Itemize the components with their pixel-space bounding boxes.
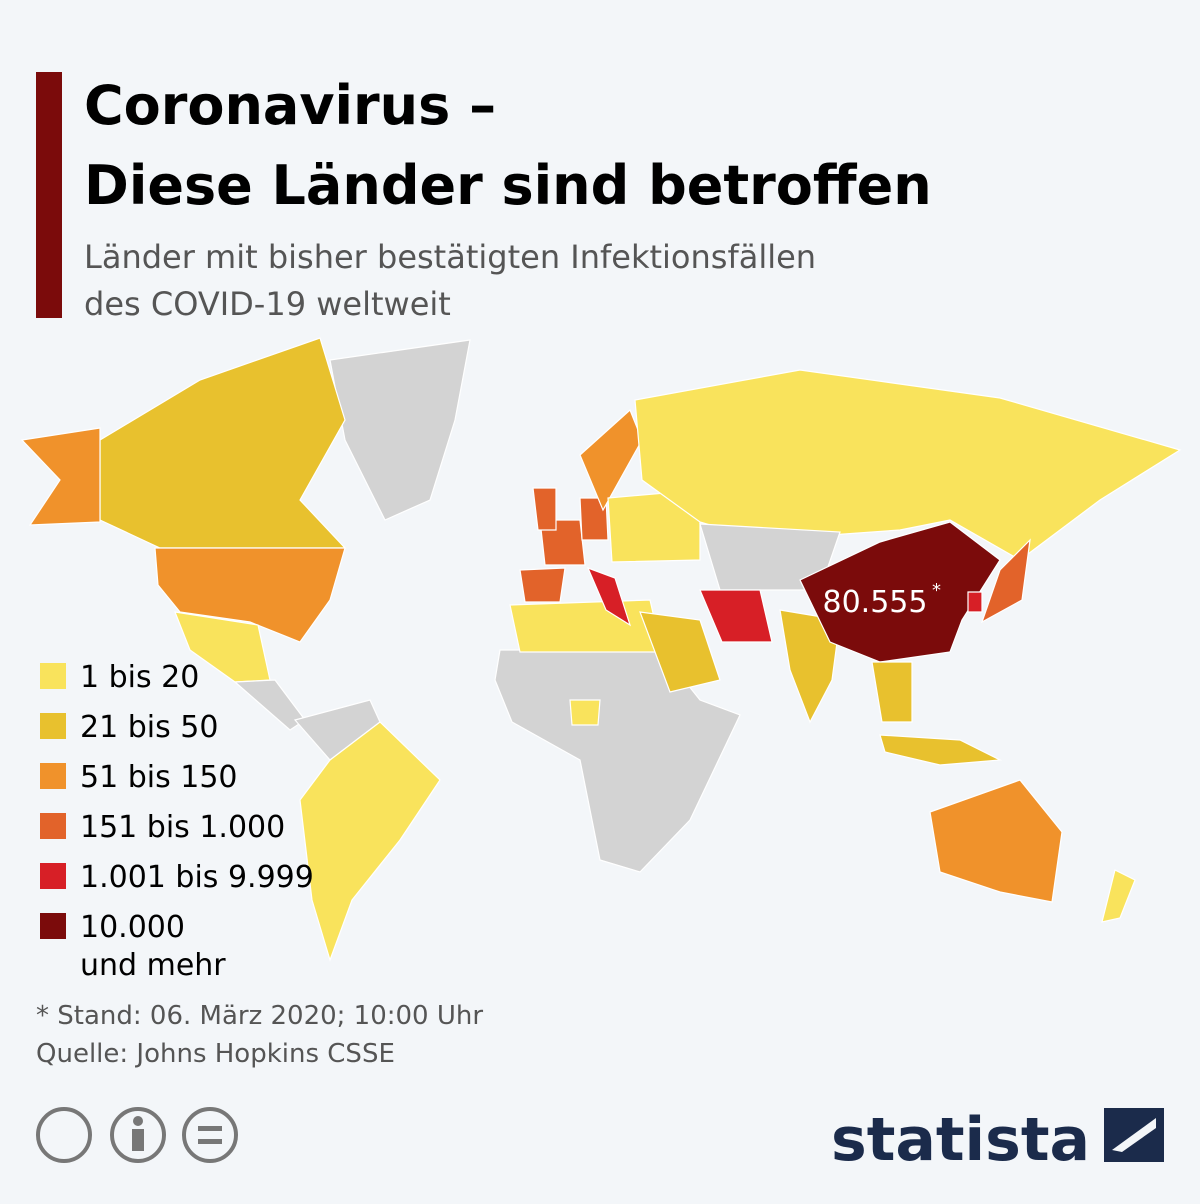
brand-logo: statista [831,1105,1090,1175]
legend-label: 10.000 [80,910,185,945]
subtitle-line: des COVID-19 weltweit [84,285,451,323]
legend-swatch [40,763,66,789]
new-zealand [1101,869,1136,923]
nd-icon [182,1107,238,1163]
license-icons [36,1107,238,1163]
world-map [20,337,1182,962]
by-head [133,1116,143,1126]
annotation-mark: * [932,580,941,601]
iran [699,589,773,643]
by-icon [110,1107,166,1163]
south-korea [967,591,983,613]
title-line: Diese Länder sind betroffen [84,154,932,217]
legend-label: und mehr [80,948,226,983]
source: Quelle: Johns Hopkins CSSE [36,1039,395,1069]
australia [929,779,1063,903]
cc-icon [36,1107,92,1163]
nd-bar [198,1139,222,1144]
legend-label: 1 bis 20 [80,660,199,695]
legend-swatch [40,913,66,939]
nd-bar [198,1126,222,1131]
legend-swatch [40,663,66,689]
indonesia [879,734,1003,766]
japan [980,538,1031,624]
france [539,519,586,566]
south-america [299,721,441,962]
subtitle-line: Länder mit bisher bestätigten Infektions… [84,238,816,276]
legend-label: 51 bis 150 [80,760,238,795]
greenland [329,339,471,521]
north-africa [509,599,663,653]
russia [634,369,1182,561]
nigeria [569,699,601,726]
uk [532,487,557,531]
canada [99,337,347,549]
legend-swatch [40,713,66,739]
legend-label: 1.001 bis 9.999 [80,860,314,895]
footnote: * Stand: 06. März 2020; 10:00 Uhr [36,1001,483,1031]
legend-swatch [40,863,66,889]
arabia [639,611,721,693]
legend-swatch [40,813,66,839]
by-body [132,1129,144,1151]
italy [586,566,632,627]
legend-label: 21 bis 50 [80,710,218,745]
southeast-asia [871,661,913,723]
brand-icon-stroke [1112,1118,1156,1152]
legend: 1 bis 20 21 bis 50 51 bis 150 151 bis 1.000… [40,660,314,983]
title-line: Coronavirus – [84,74,496,137]
map-annotation: 80.555 [823,585,928,620]
usa [154,547,346,643]
china [799,521,1001,663]
alaska [20,427,101,526]
spain [519,567,566,603]
brand-icon [1104,1108,1164,1162]
accent-bar [36,72,62,318]
legend-label: 151 bis 1.000 [80,810,285,845]
